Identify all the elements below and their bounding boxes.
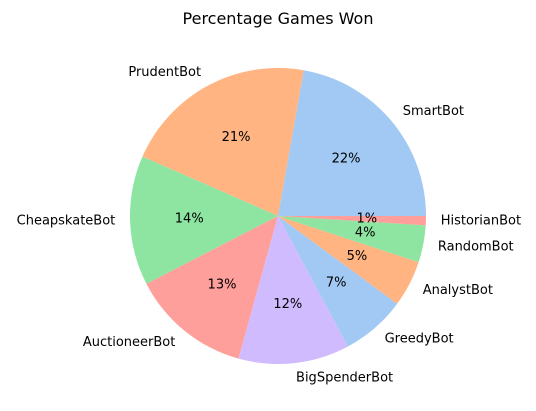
slice-label-randombot: RandomBot — [438, 239, 514, 254]
pie-slice-historianbot — [278, 216, 426, 226]
slice-label-prudentbot: PrudentBot — [128, 65, 201, 80]
slice-label-analystbot: AnalystBot — [423, 283, 493, 298]
pct-label-greedybot: 7% — [326, 276, 347, 291]
pie-slice-cheapskatebot — [129, 156, 278, 284]
pie-slice-analystbot — [278, 216, 419, 304]
pct-label-historianbot: 1% — [356, 211, 377, 226]
pie-slice-smartbot — [278, 70, 426, 216]
pie-slice-randombot — [278, 216, 426, 263]
slice-label-cheapskatebot: CheapskateBot — [17, 214, 116, 229]
pct-label-auctioneerbot: 13% — [208, 277, 237, 292]
pct-label-randombot: 4% — [355, 225, 376, 240]
pct-label-smartbot: 22% — [332, 151, 361, 166]
pct-label-cheapskatebot: 14% — [175, 211, 204, 226]
pie-slice-greedybot — [278, 216, 398, 347]
pie-slice-auctioneerbot — [146, 216, 278, 359]
pct-label-analystbot: 5% — [347, 249, 368, 264]
slice-label-smartbot: SmartBot — [403, 104, 464, 119]
pct-label-bigspenderbot: 12% — [273, 297, 302, 312]
pie-slices — [129, 68, 426, 365]
pie-labels: SmartBot 22% PrudentBot 21% CheapskateBot 14%… — [17, 65, 521, 385]
slice-label-auctioneerbot: AuctioneerBot — [83, 335, 176, 350]
chart-title: Percentage Games Won — [183, 9, 374, 28]
slice-label-bigspenderbot: BigSpenderBot — [296, 370, 393, 385]
pie-slice-bigspenderbot — [238, 216, 348, 365]
slice-label-historianbot: HistorianBot — [441, 214, 521, 229]
slice-label-greedybot: GreedyBot — [385, 332, 454, 347]
pie-slice-prudentbot — [142, 68, 304, 216]
pct-label-prudentbot: 21% — [222, 130, 251, 145]
